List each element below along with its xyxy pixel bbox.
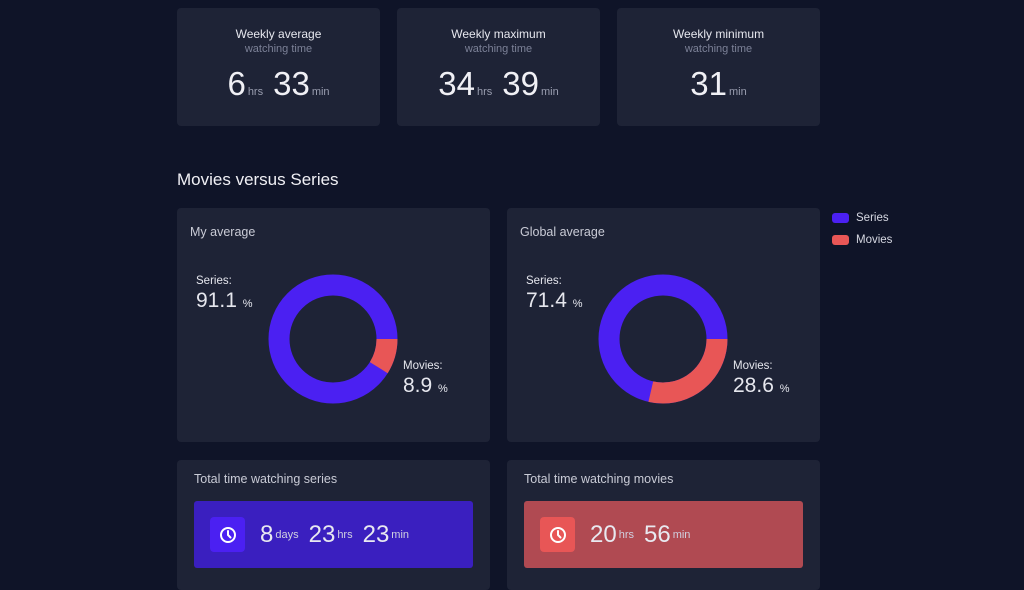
weekly-maximum-card: Weekly maximum watching time 34 hrs 39 min [397, 8, 600, 126]
global-average-card: Global average Series: 71.4 % Movies: 28.6… [507, 208, 820, 442]
stat-value: 31 min [690, 65, 747, 102]
movies-swatch [832, 235, 849, 245]
movies-slice [598, 274, 728, 404]
legend-item-movies[interactable]: Movies [832, 229, 892, 251]
total-series-card: Total time watching series 8 days 23 hrs 2… [177, 460, 490, 590]
series-label: Series: 71.4 % [526, 275, 583, 312]
weekly-average-card: Weekly average watching time 6 hrs 33 min [177, 8, 380, 126]
section-title: Movies versus Series [177, 170, 339, 189]
card-title: Global average [520, 225, 605, 239]
stat-title: Weekly maximum [451, 27, 546, 41]
series-swatch [832, 213, 849, 223]
movies-label: Movies: 28.6 % [733, 360, 790, 397]
total-movies-box: 20 hrs 56 min [524, 501, 803, 568]
movies-slice [268, 274, 398, 404]
weekly-minimum-card: Weekly minimum watching time 31 min [617, 8, 820, 126]
clock-icon [210, 517, 245, 552]
legend-item-series[interactable]: Series [832, 207, 892, 229]
donut-chart [268, 274, 398, 404]
series-slice [268, 274, 398, 404]
stat-value: 34 hrs 39 min [438, 65, 559, 102]
legend: Series Movies [832, 207, 892, 251]
clock-icon [540, 517, 575, 552]
stat-subtitle: watching time [464, 43, 533, 55]
card-title: My average [190, 225, 256, 239]
movies-label: Movies: 8.9 % [403, 360, 448, 397]
donut-chart [598, 274, 728, 404]
my-average-card: My average Series: 91.1 % Movies: 8.9 % [177, 208, 490, 442]
total-series-box: 8 days 23 hrs 23 min [194, 501, 473, 568]
card-title: Total time watching movies [524, 472, 674, 486]
series-label: Series: 91.1 % [196, 275, 253, 312]
stat-subtitle: watching time [244, 43, 313, 55]
stat-subtitle: watching time [684, 43, 753, 55]
stat-title: Weekly minimum [672, 27, 765, 41]
stat-title: Weekly average [235, 27, 322, 41]
stat-value: 6 hrs 33 min [227, 65, 330, 102]
total-movies-card: Total time watching movies 20 hrs 56 min [507, 460, 820, 590]
card-title: Total time watching series [194, 472, 338, 486]
